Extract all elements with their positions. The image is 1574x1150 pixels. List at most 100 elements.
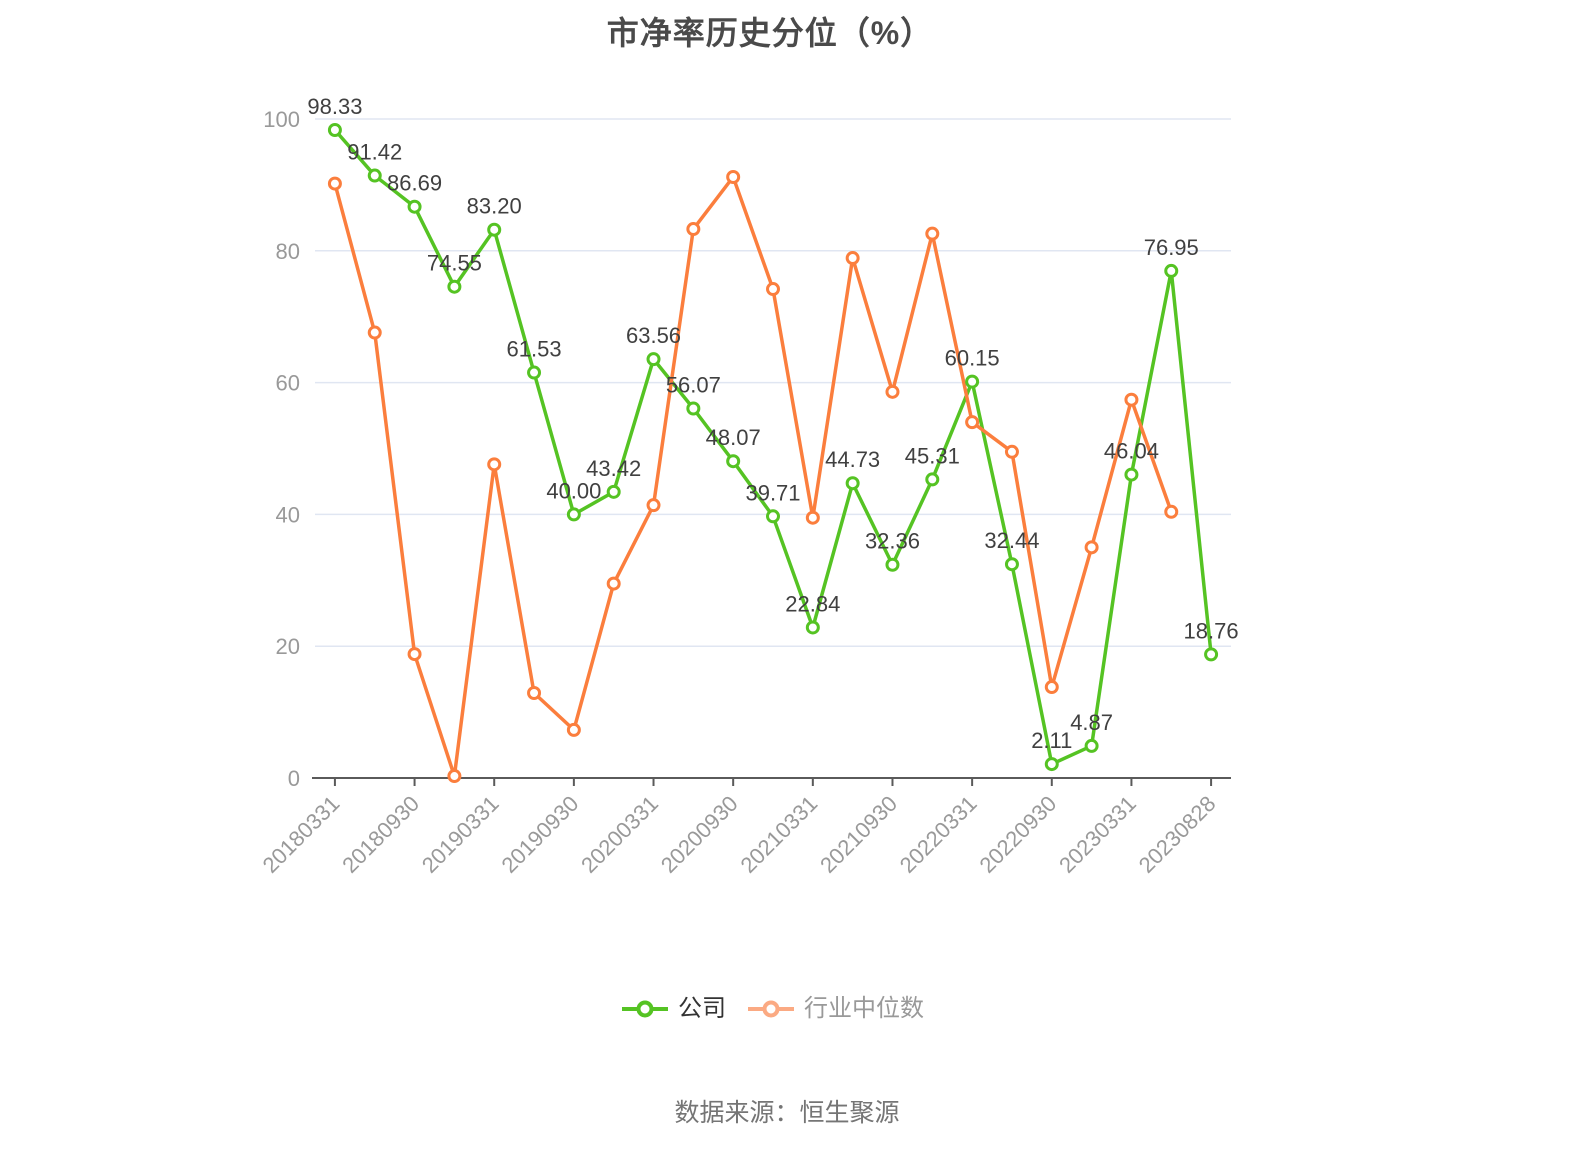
company-point-marker[interactable] xyxy=(805,620,820,635)
industry-median-point-marker[interactable] xyxy=(965,415,980,430)
line-chart-plot-area: 0 20 40 60 80 100 2018033120180930201903312019… xyxy=(258,94,1239,878)
company-point-marker[interactable] xyxy=(566,507,581,522)
company-point-marker[interactable] xyxy=(606,484,621,499)
company-point-marker[interactable] xyxy=(726,454,741,469)
x-axis-tick-label: 20210930 xyxy=(815,791,902,878)
x-axis-tick-label: 20190331 xyxy=(417,791,504,878)
x-axis-tick-label: 20190930 xyxy=(497,791,584,878)
company-point-marker[interactable] xyxy=(527,365,542,380)
y-axis-tick-label: 0 xyxy=(288,766,300,791)
company-point-label: 46.04 xyxy=(1104,439,1159,464)
legend-item-industry-median[interactable]: 行业中位数 xyxy=(748,997,924,1021)
company-point-label: 22.84 xyxy=(785,591,840,616)
company-point-label: 40.00 xyxy=(546,478,601,503)
company-point-label: 18.76 xyxy=(1184,618,1239,643)
company-point-label: 76.95 xyxy=(1144,235,1199,260)
y-axis-tick-label: 20 xyxy=(276,634,300,659)
company-point-label: 86.69 xyxy=(387,171,442,196)
industry-median-point-marker[interactable] xyxy=(367,325,382,340)
industry-median-point-marker[interactable] xyxy=(845,251,860,266)
industry-median-point-marker[interactable] xyxy=(925,226,940,241)
y-axis-tick-label: 40 xyxy=(276,502,300,527)
company-point-label: 98.33 xyxy=(307,94,362,119)
company-point-marker[interactable] xyxy=(845,476,860,491)
company-point-label: 4.87 xyxy=(1070,710,1113,735)
industry-median-point-marker[interactable] xyxy=(885,384,900,399)
industry-median-point-marker[interactable] xyxy=(606,576,621,591)
company-point-label: 44.73 xyxy=(825,447,880,472)
chart-title: 市净率历史分位（%） xyxy=(606,15,934,51)
company-point-marker[interactable] xyxy=(885,557,900,572)
company-point-marker[interactable] xyxy=(965,374,980,389)
company-point-marker[interactable] xyxy=(686,401,701,416)
company-point-label: 63.56 xyxy=(626,323,681,348)
company-line-legend-icon xyxy=(622,1000,668,1018)
industry-median-point-marker[interactable] xyxy=(487,457,502,472)
company-point-marker[interactable] xyxy=(1044,757,1059,772)
company-point-label: 45.31 xyxy=(905,443,960,468)
y-axis-tick-label: 60 xyxy=(276,371,300,396)
x-axis-tick-label: 20230828 xyxy=(1134,791,1221,878)
company-point-marker[interactable] xyxy=(766,509,780,524)
industry-median-line xyxy=(333,175,1174,778)
company-point-label: 32.44 xyxy=(984,528,1039,553)
industry-median-point-marker[interactable] xyxy=(527,685,542,700)
x-axis-tick-label: 20200331 xyxy=(576,791,663,878)
y-axis-tick-label: 100 xyxy=(263,107,300,132)
company-point-marker[interactable] xyxy=(1124,467,1139,482)
industry-median-point-marker[interactable] xyxy=(447,769,462,784)
industry-median-point-marker[interactable] xyxy=(805,510,820,525)
industry-median-point-marker[interactable] xyxy=(646,498,661,513)
x-axis-tick-label: 20180930 xyxy=(337,791,424,878)
industry-median-point-marker[interactable] xyxy=(766,282,780,297)
industry-median-point-marker[interactable] xyxy=(407,647,422,662)
industry-median-point-marker[interactable] xyxy=(726,169,741,184)
legend-label-industry-median: 行业中位数 xyxy=(804,995,924,1022)
company-point-marker[interactable] xyxy=(327,123,342,138)
company-point-marker[interactable] xyxy=(1164,263,1179,278)
x-axis-tick-label: 20230331 xyxy=(1054,791,1141,878)
industry-median-point-marker[interactable] xyxy=(566,722,581,737)
data-source-note: 数据来源：恒生聚源 xyxy=(674,1099,900,1127)
x-axis-tick-label: 20210331 xyxy=(735,791,822,878)
company-point-label: 91.42 xyxy=(347,140,402,165)
legend-icon-ring xyxy=(636,1000,654,1018)
y-axis-tick-label: 80 xyxy=(276,239,300,264)
company-point-marker[interactable] xyxy=(447,279,462,294)
industry-median-line-legend-icon xyxy=(748,1000,794,1018)
company-point-label: 74.55 xyxy=(427,251,482,276)
company-point-marker[interactable] xyxy=(1204,647,1219,662)
company-point-label: 56.07 xyxy=(666,372,721,397)
company-point-label: 60.15 xyxy=(945,346,1000,371)
company-point-label: 83.20 xyxy=(467,194,522,219)
company-point-label: 43.42 xyxy=(586,456,641,481)
company-point-label: 48.07 xyxy=(706,425,761,450)
company-point-marker[interactable] xyxy=(1084,738,1099,753)
industry-median-point-marker[interactable] xyxy=(1084,540,1099,555)
company-point-marker[interactable] xyxy=(487,222,502,237)
industry-median-point-marker[interactable] xyxy=(327,176,342,191)
x-axis-tick-label: 20220331 xyxy=(895,791,982,878)
company-point-marker[interactable] xyxy=(1004,557,1019,572)
x-axis-tick-label: 20180331 xyxy=(258,791,345,878)
industry-median-point-marker[interactable] xyxy=(1004,444,1019,459)
company-point-marker[interactable] xyxy=(925,472,940,487)
company-point-label: 32.36 xyxy=(865,529,920,554)
company-point-marker[interactable] xyxy=(407,199,422,214)
industry-median-point-marker[interactable] xyxy=(686,222,701,237)
x-axis-tick-label: 20220930 xyxy=(974,791,1061,878)
legend-label-company: 公司 xyxy=(678,995,726,1022)
industry-median-point-marker[interactable] xyxy=(1164,504,1179,519)
industry-median-point-marker[interactable] xyxy=(1044,680,1059,695)
company-point-label: 2.11 xyxy=(1031,728,1072,753)
company-point-marker[interactable] xyxy=(646,352,661,367)
legend-item-company[interactable]: 公司 xyxy=(622,997,726,1021)
legend-icon-ring xyxy=(762,1000,780,1018)
industry-median-point-marker[interactable] xyxy=(1124,392,1139,407)
x-axis-tick-label: 20200930 xyxy=(656,791,743,878)
company-point-label: 61.53 xyxy=(507,337,562,362)
legend: 公司 行业中位数 xyxy=(0,997,1546,1021)
company-point-label: 39.71 xyxy=(745,480,800,505)
company-point-marker[interactable] xyxy=(367,168,382,183)
